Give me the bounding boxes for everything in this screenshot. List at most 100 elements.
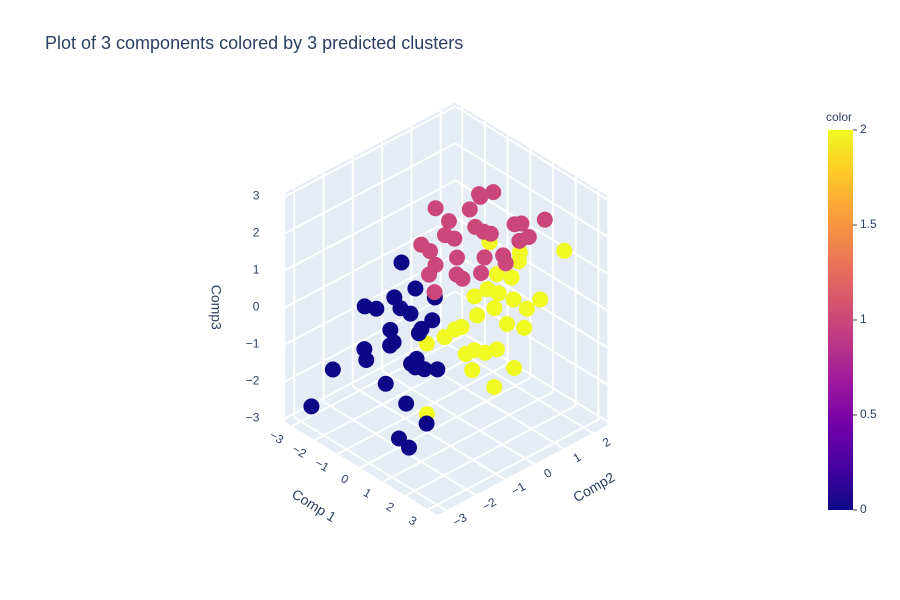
data-point	[461, 201, 478, 218]
y-tick-label: −3	[450, 510, 469, 529]
chart-title: Plot of 3 components colored by 3 predic…	[45, 33, 463, 53]
grid-line	[284, 216, 456, 309]
data-point	[393, 254, 410, 271]
grid-line	[284, 179, 456, 272]
data-point	[499, 316, 516, 333]
data-point	[497, 255, 514, 272]
data-point	[518, 300, 535, 317]
grid-line	[293, 416, 447, 512]
data-point	[510, 253, 527, 270]
grid-line	[382, 390, 554, 483]
z-tick-label: −3	[246, 410, 260, 424]
grid-line	[405, 404, 577, 497]
data-point	[532, 291, 549, 308]
z-tick-label: 0	[253, 299, 260, 313]
data-point	[479, 281, 496, 298]
data-point	[473, 265, 490, 282]
data-point	[385, 334, 402, 351]
grid-line	[427, 418, 599, 511]
data-point	[358, 351, 375, 368]
y-tick-label: 1	[571, 450, 584, 466]
data-point	[457, 346, 474, 363]
data-point	[408, 350, 425, 367]
data-point	[440, 213, 457, 230]
data-point	[466, 288, 483, 305]
data-point	[472, 188, 489, 205]
x-tick-label: −1	[313, 456, 332, 475]
colorbar-gradient	[828, 130, 853, 510]
data-point	[469, 307, 486, 324]
data-point	[476, 249, 493, 266]
z-axis-title: Comp3	[209, 285, 225, 330]
data-point	[505, 291, 522, 308]
data-point	[516, 319, 533, 336]
data-point	[429, 361, 446, 378]
grid-line	[284, 105, 456, 198]
z-tick-label: 3	[253, 188, 260, 202]
x-tick-label: −2	[290, 442, 309, 461]
y-tick-label: −1	[509, 479, 528, 498]
data-point	[421, 266, 438, 283]
x-tick-label: 3	[406, 513, 419, 529]
data-point	[413, 236, 430, 253]
grid-line	[381, 369, 535, 465]
data-point	[368, 300, 385, 317]
colorbar-tick-label: 2	[860, 122, 867, 136]
x-tick-label: 1	[361, 485, 374, 501]
data-point	[382, 321, 399, 338]
data-point	[401, 439, 418, 456]
colorbar: color 0 0.5 1 1.5 2	[826, 110, 877, 516]
data-point	[407, 280, 424, 297]
data-point	[418, 415, 435, 432]
z-tick-label: 1	[253, 262, 260, 276]
data-point	[324, 361, 341, 378]
grid-line	[352, 385, 506, 481]
data-point	[536, 211, 553, 228]
y-axis-title: Comp2	[570, 469, 617, 506]
x-tick-label: 2	[384, 499, 397, 515]
grid-line	[454, 142, 608, 238]
data-point	[464, 362, 481, 379]
grid-line	[284, 142, 456, 235]
x-axis-title: Comp 1	[289, 486, 339, 526]
data-point	[436, 227, 453, 244]
colorbar-title: color	[826, 110, 852, 124]
grid-line	[291, 335, 463, 428]
z-tick-label: 2	[253, 225, 260, 239]
data-point	[488, 266, 505, 283]
data-point	[436, 329, 453, 346]
data-point	[377, 375, 394, 392]
data-point	[476, 344, 493, 361]
grid-line	[284, 290, 456, 383]
floor-plane	[285, 332, 608, 516]
grid-line	[322, 400, 477, 496]
data-point	[426, 284, 443, 301]
grid-line	[454, 290, 608, 386]
x-tick-label: 0	[338, 471, 351, 487]
data-point	[449, 249, 465, 266]
data-point	[475, 223, 492, 240]
x-tick-label: −3	[267, 428, 286, 447]
grid-line	[314, 349, 486, 441]
grid-line	[454, 327, 608, 423]
data-point	[410, 325, 427, 342]
colorbar-tick-label: 1	[860, 312, 867, 326]
data-point	[448, 266, 465, 283]
colorbar-tick-label: 0	[860, 502, 867, 516]
data-point	[556, 242, 573, 259]
data-point	[485, 184, 502, 201]
data-point	[424, 312, 441, 329]
data-point	[398, 395, 415, 412]
data-point	[402, 305, 419, 322]
z-tick-label: −1	[246, 336, 260, 350]
data-point	[503, 269, 520, 286]
data-point	[506, 360, 523, 376]
grid-line	[454, 105, 608, 201]
data-point	[511, 232, 528, 249]
y-tick-label: 2	[600, 434, 613, 450]
y-tick-label: −2	[480, 495, 499, 514]
colorbar-tick-label: 0.5	[860, 407, 877, 421]
grid-line	[359, 377, 531, 469]
